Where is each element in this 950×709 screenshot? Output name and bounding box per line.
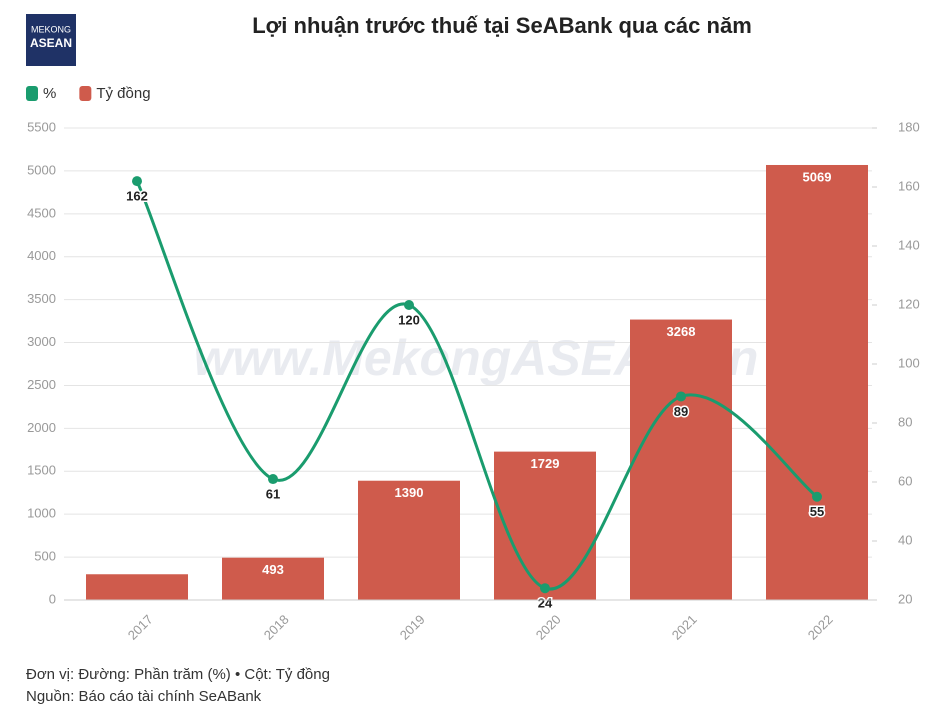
bar <box>358 480 460 600</box>
y2-tick-label: 40 <box>898 532 912 547</box>
x-tick-label: 2017 <box>125 612 156 643</box>
data-label: 61 <box>266 486 280 501</box>
line-point <box>676 391 686 402</box>
footer-note: Đơn vị: Đường: Phần trăm (%) • Cột: Tỷ đ… <box>26 666 330 683</box>
line-point <box>540 583 550 594</box>
x-tick-label: 2018 <box>261 612 292 643</box>
data-label: 1729 <box>531 456 560 471</box>
y-tick-label: 3000 <box>27 334 56 349</box>
y-tick-label: 5000 <box>27 162 56 177</box>
y-tick-label: 5500 <box>27 119 56 134</box>
y2-tick-label: 120 <box>898 296 920 311</box>
y2-tick-label: 180 <box>898 119 920 134</box>
legend-swatch <box>26 86 38 101</box>
y2-tick-label: 160 <box>898 178 920 193</box>
y-tick-label: 4000 <box>27 248 56 263</box>
x-tick-label: 2019 <box>397 612 428 643</box>
y-tick-label: 3500 <box>27 291 56 306</box>
legend-swatch <box>79 86 92 101</box>
y2-tick-label: 20 <box>898 591 912 606</box>
line-point <box>404 300 414 310</box>
bar <box>766 164 868 600</box>
bar <box>86 574 188 600</box>
line-point <box>812 491 822 502</box>
data-label: 162 <box>126 189 148 204</box>
data-label: 5069 <box>803 169 832 184</box>
y-tick-label: 4500 <box>27 205 56 220</box>
y2-tick-label: 140 <box>898 237 920 252</box>
data-label: 89 <box>674 404 688 419</box>
y-tick-label: 1000 <box>27 506 56 521</box>
x-tick-label: 2020 <box>533 612 564 643</box>
x-tick-label: 2022 <box>805 612 836 643</box>
y2-tick-label: 60 <box>898 473 912 488</box>
y-tick-label: 500 <box>34 549 56 564</box>
bar <box>494 451 596 600</box>
y-tick-label: 2500 <box>27 377 56 392</box>
legend-label: % <box>43 85 56 102</box>
y-tick-label: 1500 <box>27 463 56 478</box>
x-tick-label: 2021 <box>669 612 700 643</box>
footer-source: Nguồn: Báo cáo tài chính SeABank <box>26 688 262 705</box>
data-label: 120 <box>398 312 420 327</box>
legend-label: Tỷ đồng <box>96 85 150 102</box>
bar <box>222 557 324 600</box>
chart-title: Lợi nhuận trước thuế tại SeABank qua các… <box>252 13 752 38</box>
y-tick-label: 2000 <box>27 420 56 435</box>
data-label: 1390 <box>395 485 424 500</box>
data-label: 493 <box>262 562 284 577</box>
y2-tick-label: 100 <box>898 355 920 370</box>
logo-text: MEKONG <box>31 24 71 34</box>
data-label: 3268 <box>667 324 696 339</box>
y2-tick-label: 80 <box>898 414 912 429</box>
data-label: 55 <box>810 504 824 519</box>
line-point <box>132 176 142 187</box>
logo-text: ASEAN <box>30 36 72 50</box>
y-tick-label: 0 <box>49 591 56 606</box>
logo <box>26 14 76 66</box>
bar <box>630 319 732 600</box>
data-label: 24 <box>538 596 553 611</box>
line-point <box>268 474 278 485</box>
